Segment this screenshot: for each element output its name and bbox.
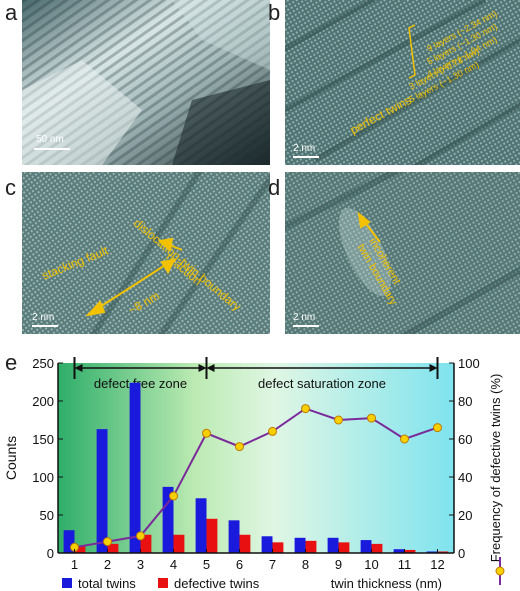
bar-defective-twins	[338, 542, 350, 553]
twin-thickness-chart: defect free zone defect saturation zone 0…	[3, 356, 505, 591]
y2-tick-label: 100	[458, 356, 480, 371]
scale-label: 2 nm	[293, 312, 316, 323]
frequency-point	[433, 423, 442, 433]
y-tick-label: 250	[32, 356, 54, 371]
bar-total-twins	[228, 520, 240, 553]
bar-defective-twins	[239, 534, 251, 553]
x-tick-label: 5	[203, 557, 210, 572]
y-tick-label: 0	[47, 546, 54, 561]
panel-b-micrograph	[285, 0, 520, 165]
bar-total-twins	[195, 498, 207, 553]
layer-bracket	[408, 24, 416, 79]
bar-defective-twins	[371, 543, 383, 553]
bar-total-twins	[261, 536, 273, 553]
panel-c-hrtem-image: stacking fault dislocation-twin boundary…	[22, 172, 270, 334]
panel-c-label: c	[5, 175, 16, 200]
y2-tick-label: 40	[458, 470, 472, 485]
bar-defective-twins	[437, 551, 449, 553]
legend-swatch-defective	[158, 578, 168, 588]
x-tick-label: 2	[104, 557, 111, 572]
panel-d-hrtem-image: incoherent twin boundary 2 nm	[285, 172, 520, 334]
frequency-point	[136, 531, 145, 541]
scale-label: 2 nm	[32, 312, 55, 323]
x-tick-label: 7	[269, 557, 276, 572]
bar-defective-twins	[107, 543, 119, 553]
scale-label: 50 nm	[36, 134, 64, 145]
zone-arrowhead	[206, 364, 215, 372]
scale-bar	[293, 325, 319, 327]
legend-point-marker	[495, 566, 505, 576]
y-tick-label: 200	[32, 394, 54, 409]
panel-d-micrograph	[285, 172, 520, 334]
bar-defective-twins	[305, 540, 317, 553]
x-axis-label: twin thickness (nm)	[331, 576, 442, 591]
panel-b-hrtem-image: 9 layers (~2.34 nm) 5 layers (~1.30 nm) …	[285, 0, 520, 165]
zone-arrowhead	[198, 364, 207, 372]
legend-label-total: total twins	[78, 576, 136, 591]
frequency-line	[74, 407, 438, 549]
x-tick-label: 10	[364, 557, 378, 572]
plot-background	[58, 363, 454, 553]
x-tick-label: 8	[302, 557, 309, 572]
frequency-point	[400, 434, 409, 444]
bar-defective-twins	[173, 534, 185, 553]
y2-axis-label: Frequency of defective twins (%)	[488, 374, 503, 563]
bar-total-twins	[426, 551, 438, 553]
frequency-point	[103, 537, 112, 547]
frequency-point	[301, 404, 310, 414]
scale-label: 2 nm	[293, 143, 316, 154]
panel-d-label: d	[268, 175, 281, 200]
panel-a-tem-image: 50 nm	[22, 0, 270, 165]
y2-tick-label: 0	[458, 546, 465, 561]
panel-c-micrograph	[22, 172, 270, 334]
zone-label: defect saturation zone	[258, 376, 386, 391]
bar-defective-twins	[140, 534, 152, 553]
legend-swatch-total	[62, 578, 72, 588]
y-axis-label: Counts	[3, 436, 19, 480]
y-tick-label: 100	[32, 470, 54, 485]
panel-a-label: a	[5, 0, 18, 25]
bar-defective-twins	[206, 518, 218, 553]
bar-total-twins	[393, 549, 405, 553]
panel-a-micrograph	[22, 0, 270, 165]
bar-total-twins	[294, 537, 306, 553]
scale-bar	[293, 156, 319, 158]
frequency-point	[169, 491, 178, 501]
legend-label-defective: defective twins	[174, 576, 260, 591]
scale-bar	[34, 148, 70, 150]
zone-arrowhead	[429, 364, 438, 372]
scale-bar	[32, 325, 58, 327]
frequency-point	[268, 426, 277, 436]
x-tick-label: 11	[398, 557, 412, 572]
bar-defective-twins	[272, 542, 284, 553]
frequency-point	[367, 413, 376, 423]
frequency-point	[235, 442, 244, 452]
bar-defective-twins	[74, 545, 86, 553]
x-tick-label: 9	[335, 557, 342, 572]
bar-total-twins	[360, 540, 372, 553]
x-tick-label: 12	[430, 557, 444, 572]
y2-tick-label: 60	[458, 432, 472, 447]
y2-tick-label: 20	[458, 508, 472, 523]
panel-e-label: e	[5, 350, 18, 375]
x-tick-label: 1	[71, 557, 78, 572]
bar-total-twins	[96, 429, 108, 553]
y-tick-label: 50	[40, 508, 54, 523]
bar-total-twins	[63, 530, 75, 553]
x-tick-label: 6	[236, 557, 243, 572]
frequency-point	[202, 428, 211, 438]
frequency-point	[334, 415, 343, 425]
y-tick-label: 150	[32, 432, 54, 447]
bar-total-twins	[327, 537, 339, 553]
x-tick-label: 4	[170, 557, 177, 572]
x-tick-label: 3	[137, 557, 144, 572]
bar-total-twins	[162, 486, 174, 553]
zone-arrowhead	[74, 364, 83, 372]
bar-total-twins	[129, 382, 141, 553]
y2-tick-label: 80	[458, 394, 472, 409]
bar-defective-twins	[404, 549, 416, 553]
panel-b-label: b	[268, 0, 281, 25]
